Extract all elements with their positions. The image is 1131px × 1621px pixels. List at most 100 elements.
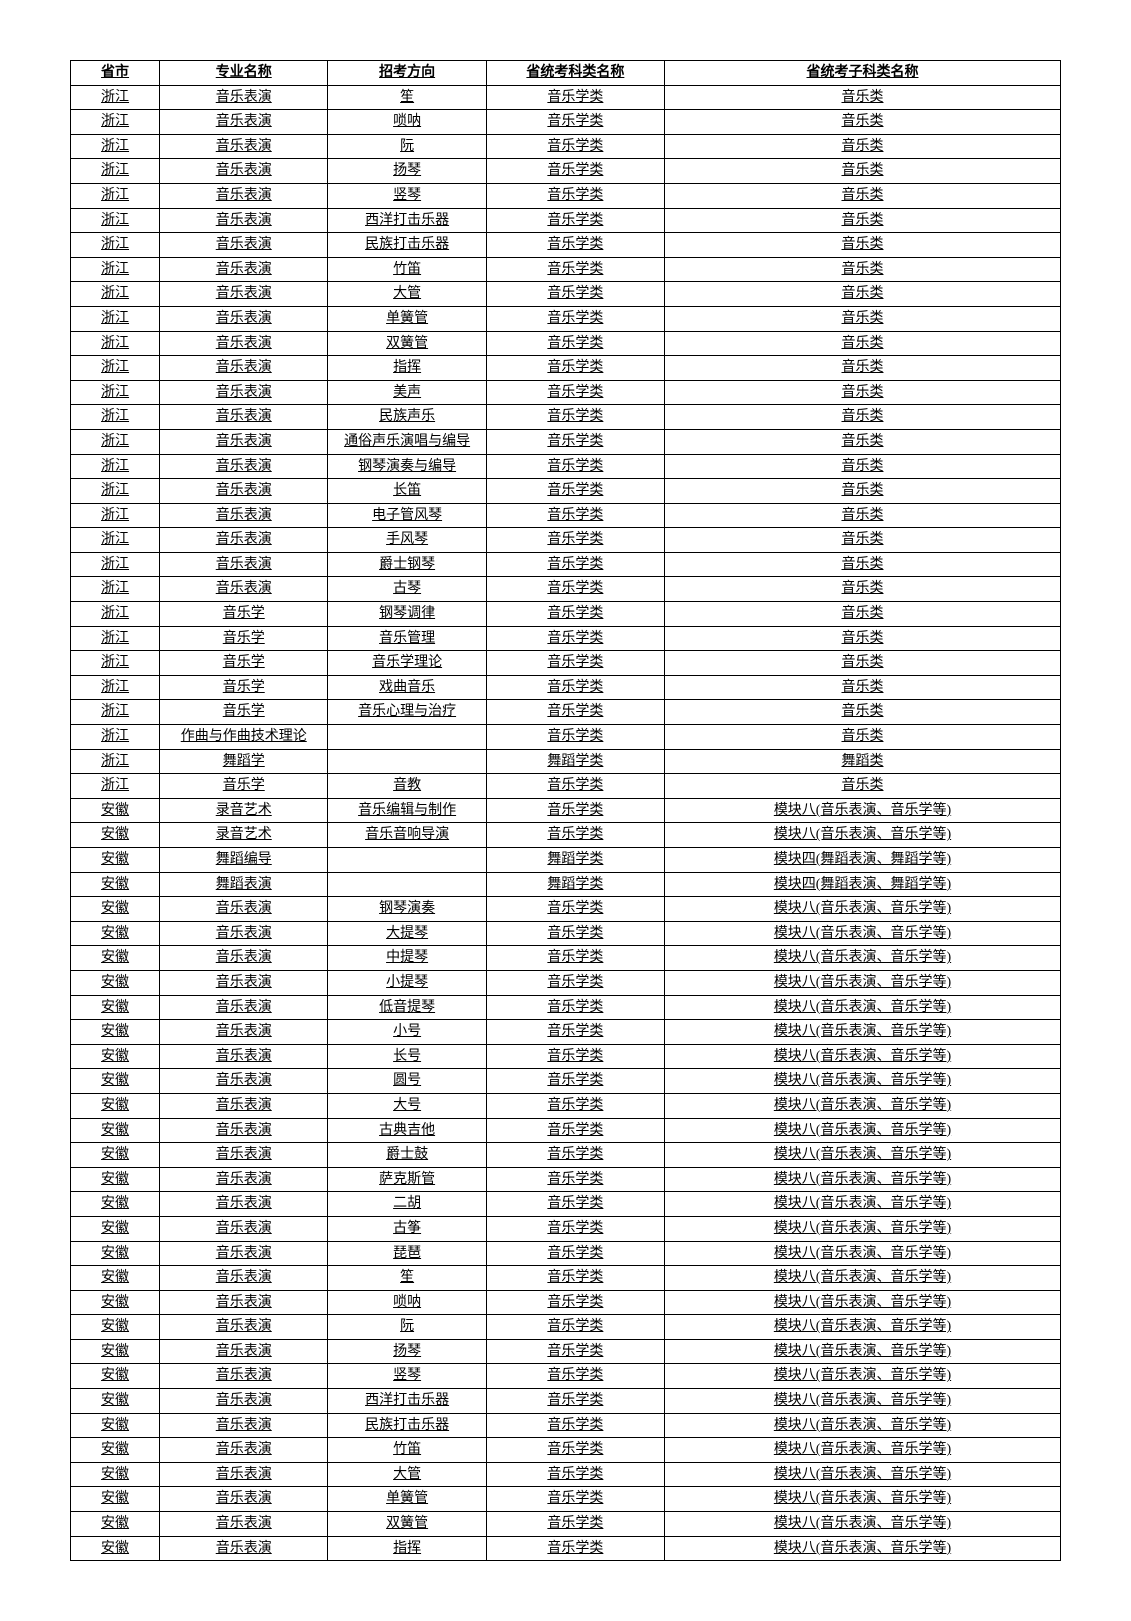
table-header-cell: 招考方向 bbox=[328, 61, 486, 86]
table-cell: 音乐学类 bbox=[486, 1241, 664, 1266]
table-cell: 美声 bbox=[328, 380, 486, 405]
table-cell: 音乐学类 bbox=[486, 577, 664, 602]
table-cell: 音乐学类 bbox=[486, 995, 664, 1020]
table-cell: 小提琴 bbox=[328, 970, 486, 995]
table-cell: 模块八(音乐表演、音乐学等) bbox=[664, 970, 1060, 995]
table-cell: 音乐学类 bbox=[486, 1266, 664, 1291]
table-cell: 音乐表演 bbox=[160, 1266, 328, 1291]
table-row: 安徽音乐表演圆号音乐学类模块八(音乐表演、音乐学等) bbox=[71, 1069, 1061, 1094]
table-cell bbox=[328, 848, 486, 873]
table-cell: 浙江 bbox=[71, 602, 160, 627]
table-cell: 舞蹈学类 bbox=[486, 749, 664, 774]
table-cell: 阮 bbox=[328, 134, 486, 159]
table-cell: 音乐学类 bbox=[486, 1389, 664, 1414]
table-cell: 音乐学类 bbox=[486, 233, 664, 258]
table-cell: 模块八(音乐表演、音乐学等) bbox=[664, 823, 1060, 848]
table-cell: 音乐类 bbox=[664, 602, 1060, 627]
table-cell: 手风琴 bbox=[328, 528, 486, 553]
table-cell: 音乐学类 bbox=[486, 552, 664, 577]
table-cell: 音乐学类 bbox=[486, 1339, 664, 1364]
table-cell: 安徽 bbox=[71, 1315, 160, 1340]
table-cell: 音乐学类 bbox=[486, 798, 664, 823]
table-cell: 音乐表演 bbox=[160, 1020, 328, 1045]
table-cell: 音乐学理论 bbox=[328, 651, 486, 676]
table-cell: 音乐类 bbox=[664, 675, 1060, 700]
table-cell: 模块八(音乐表演、音乐学等) bbox=[664, 1512, 1060, 1537]
table-header-cell: 省统考子科类名称 bbox=[664, 61, 1060, 86]
table-cell: 民族声乐 bbox=[328, 405, 486, 430]
table-cell: 音乐学类 bbox=[486, 282, 664, 307]
table-cell: 模块八(音乐表演、音乐学等) bbox=[664, 1438, 1060, 1463]
admissions-table: 省市专业名称招考方向省统考科类名称省统考子科类名称 浙江音乐表演笙音乐学类音乐类… bbox=[70, 60, 1061, 1561]
table-cell: 音乐学类 bbox=[486, 1020, 664, 1045]
table-cell: 爵士鼓 bbox=[328, 1143, 486, 1168]
table-row: 安徽音乐表演小号音乐学类模块八(音乐表演、音乐学等) bbox=[71, 1020, 1061, 1045]
table-cell: 音乐学类 bbox=[486, 1487, 664, 1512]
table-cell: 圆号 bbox=[328, 1069, 486, 1094]
table-cell: 大号 bbox=[328, 1093, 486, 1118]
table-cell: 模块八(音乐表演、音乐学等) bbox=[664, 1364, 1060, 1389]
table-row: 浙江音乐表演竹笛音乐学类音乐类 bbox=[71, 257, 1061, 282]
table-cell: 音乐表演 bbox=[160, 306, 328, 331]
table-cell: 安徽 bbox=[71, 1192, 160, 1217]
table-cell: 浙江 bbox=[71, 429, 160, 454]
table-cell: 浙江 bbox=[71, 552, 160, 577]
table-cell: 爵士钢琴 bbox=[328, 552, 486, 577]
table-cell: 音乐表演 bbox=[160, 159, 328, 184]
table-cell: 录音艺术 bbox=[160, 798, 328, 823]
table-cell: 舞蹈学类 bbox=[486, 848, 664, 873]
table-cell: 音乐表演 bbox=[160, 134, 328, 159]
table-cell: 竹笛 bbox=[328, 257, 486, 282]
table-cell: 模块八(音乐表演、音乐学等) bbox=[664, 1536, 1060, 1561]
table-cell: 模块八(音乐表演、音乐学等) bbox=[664, 946, 1060, 971]
table-cell bbox=[328, 725, 486, 750]
table-row: 浙江音乐表演通俗声乐演唱与编导音乐学类音乐类 bbox=[71, 429, 1061, 454]
table-cell: 长笛 bbox=[328, 479, 486, 504]
table-cell: 音乐类 bbox=[664, 85, 1060, 110]
table-cell: 音乐学类 bbox=[486, 626, 664, 651]
table-cell: 浙江 bbox=[71, 675, 160, 700]
table-row: 安徽音乐表演小提琴音乐学类模块八(音乐表演、音乐学等) bbox=[71, 970, 1061, 995]
table-row: 安徽音乐表演中提琴音乐学类模块八(音乐表演、音乐学等) bbox=[71, 946, 1061, 971]
table-cell: 音乐表演 bbox=[160, 921, 328, 946]
table-cell: 钢琴演奏与编导 bbox=[328, 454, 486, 479]
table-cell: 模块八(音乐表演、音乐学等) bbox=[664, 1069, 1060, 1094]
table-cell: 音乐学类 bbox=[486, 1536, 664, 1561]
table-row: 安徽音乐表演爵士鼓音乐学类模块八(音乐表演、音乐学等) bbox=[71, 1143, 1061, 1168]
table-cell: 音乐类 bbox=[664, 774, 1060, 799]
table-row: 浙江音乐表演美声音乐学类音乐类 bbox=[71, 380, 1061, 405]
table-cell: 安徽 bbox=[71, 1364, 160, 1389]
table-cell: 安徽 bbox=[71, 1241, 160, 1266]
table-cell: 音乐学 bbox=[160, 602, 328, 627]
table-cell: 钢琴演奏 bbox=[328, 897, 486, 922]
table-cell: 音乐类 bbox=[664, 233, 1060, 258]
table-cell: 音乐学类 bbox=[486, 602, 664, 627]
table-cell: 音乐学类 bbox=[486, 1290, 664, 1315]
table-cell: 浙江 bbox=[71, 503, 160, 528]
table-cell: 音乐类 bbox=[664, 577, 1060, 602]
table-cell: 安徽 bbox=[71, 798, 160, 823]
table-cell: 音乐类 bbox=[664, 257, 1060, 282]
table-cell: 模块八(音乐表演、音乐学等) bbox=[664, 1143, 1060, 1168]
table-cell: 舞蹈学类 bbox=[486, 872, 664, 897]
table-cell: 浙江 bbox=[71, 749, 160, 774]
table-cell: 音乐类 bbox=[664, 159, 1060, 184]
table-cell: 音乐表演 bbox=[160, 356, 328, 381]
table-cell: 模块八(音乐表演、音乐学等) bbox=[664, 1093, 1060, 1118]
table-cell: 录音艺术 bbox=[160, 823, 328, 848]
table-cell: 音乐学类 bbox=[486, 1192, 664, 1217]
table-cell: 浙江 bbox=[71, 479, 160, 504]
table-cell: 音乐表演 bbox=[160, 110, 328, 135]
table-cell: 音乐学类 bbox=[486, 1118, 664, 1143]
table-cell: 浙江 bbox=[71, 233, 160, 258]
table-cell: 音乐类 bbox=[664, 306, 1060, 331]
table-cell: 安徽 bbox=[71, 970, 160, 995]
table-cell: 大提琴 bbox=[328, 921, 486, 946]
table-cell: 模块八(音乐表演、音乐学等) bbox=[664, 1266, 1060, 1291]
table-cell: 模块八(音乐表演、音乐学等) bbox=[664, 1487, 1060, 1512]
table-row: 浙江音乐表演爵士钢琴音乐学类音乐类 bbox=[71, 552, 1061, 577]
table-cell: 扬琴 bbox=[328, 159, 486, 184]
table-cell: 双簧管 bbox=[328, 331, 486, 356]
table-cell: 模块八(音乐表演、音乐学等) bbox=[664, 1462, 1060, 1487]
table-cell: 浙江 bbox=[71, 85, 160, 110]
